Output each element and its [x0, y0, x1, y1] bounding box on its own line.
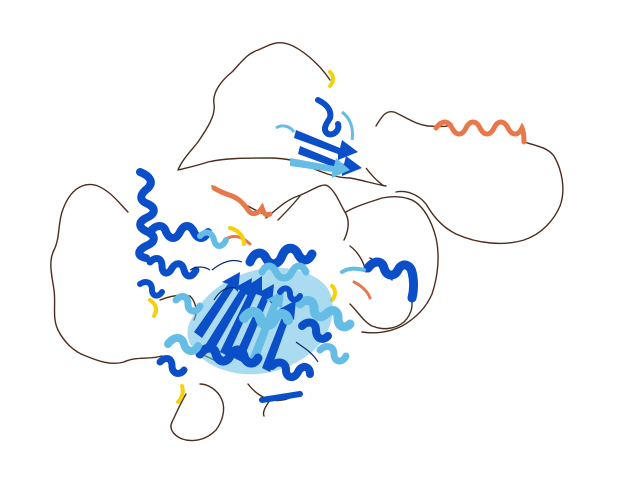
helix-core-lower-light: [164, 334, 202, 355]
helix-top-blue: [315, 97, 342, 138]
loop-far-left: [50, 183, 163, 365]
yellow-left-mid: [148, 298, 159, 318]
loop-small-right: [349, 295, 413, 330]
yellow-segments: [148, 70, 337, 404]
loop-orange-right: [352, 280, 372, 300]
helix-core-top: [245, 243, 317, 269]
helix-bottom-left: [156, 355, 188, 377]
yellow-left-top: [228, 226, 246, 246]
helix-core-right: [295, 296, 355, 332]
loop-top-domain-b: [365, 167, 385, 187]
helix-core-top-light: [258, 262, 310, 282]
helix-core-lower: [195, 343, 263, 368]
loop-center-web: [265, 184, 439, 334]
right-helix: [340, 257, 418, 303]
yellow-bottom: [176, 384, 185, 404]
left-helices: [135, 168, 229, 299]
yellow-right: [330, 284, 337, 302]
helix-right-blue: [363, 257, 418, 303]
helix-core-bottom-light: [316, 343, 350, 365]
helix-core-center: [239, 307, 293, 330]
strand-core-4: [206, 278, 252, 350]
helix-left-vertical: [135, 168, 158, 262]
loop-top-left: [177, 41, 331, 171]
inner-loop-d: [189, 266, 211, 271]
strand-top-3: [290, 158, 350, 178]
helix-core-left-light: [172, 293, 204, 315]
top-sheet-domain: [275, 97, 385, 187]
helix-orange-top-right: [433, 119, 527, 145]
low-confidence-helices: [211, 119, 527, 300]
loop-orange-small: [226, 234, 252, 246]
core-inner-loops: [189, 259, 319, 363]
loop-bottom: [170, 383, 225, 442]
helix-left-small: [137, 279, 165, 299]
loop-mid-a: [311, 167, 387, 187]
inner-loop-a: [211, 259, 243, 271]
loop-right-arc: [395, 141, 564, 245]
loop-top-domain: [275, 110, 354, 141]
helix-core-right-blue: [298, 318, 332, 343]
strand-core-2: [234, 284, 274, 362]
yellow-top: [328, 70, 335, 88]
helix-left-light: [197, 229, 229, 249]
inner-loop-c: [213, 286, 237, 301]
helix-core-center-blue: [277, 285, 303, 303]
strand-core-5: [194, 272, 240, 338]
helix-right-connector: [340, 266, 366, 274]
helix-orange-mid: [211, 185, 273, 218]
strand-bottom-arrow: [259, 391, 303, 403]
helix-left-lower: [146, 255, 200, 280]
strand-top-1: [294, 130, 358, 160]
helix-core-bottom-right: [268, 358, 314, 381]
loop-top-right: [375, 110, 453, 128]
core-helices: [156, 243, 355, 403]
inner-loop-b: [295, 341, 319, 363]
